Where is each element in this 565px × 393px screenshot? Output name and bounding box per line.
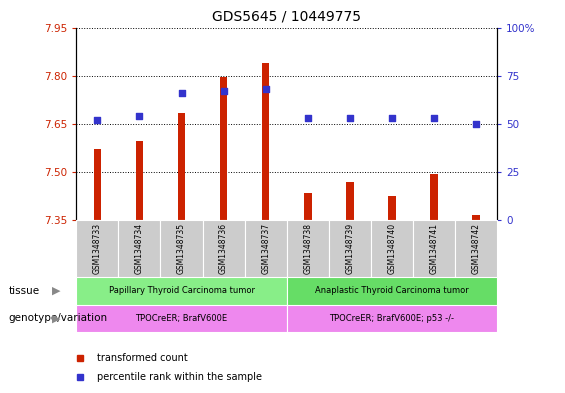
Text: Anaplastic Thyroid Carcinoma tumor: Anaplastic Thyroid Carcinoma tumor [315, 286, 469, 295]
Bar [371, 220, 413, 277]
Bar [346, 182, 354, 220]
Text: GSM1348733: GSM1348733 [93, 223, 102, 274]
Text: TPOCreER; BrafV600E: TPOCreER; BrafV600E [136, 314, 228, 323]
Point [429, 115, 438, 121]
Bar [94, 149, 101, 220]
Point [219, 88, 228, 94]
Text: ▶: ▶ [52, 286, 61, 296]
Bar [119, 220, 160, 277]
Text: GSM1348736: GSM1348736 [219, 223, 228, 274]
Text: ▶: ▶ [52, 313, 61, 323]
Bar [287, 277, 497, 305]
Bar [472, 215, 480, 220]
Bar [178, 112, 185, 220]
Text: GSM1348739: GSM1348739 [345, 223, 354, 274]
Bar [287, 305, 497, 332]
Text: GSM1348735: GSM1348735 [177, 223, 186, 274]
Title: GDS5645 / 10449775: GDS5645 / 10449775 [212, 9, 361, 24]
Bar [160, 220, 202, 277]
Bar [329, 220, 371, 277]
Bar [431, 174, 438, 220]
Text: GSM1348737: GSM1348737 [261, 223, 270, 274]
Text: GSM1348734: GSM1348734 [135, 223, 144, 274]
Bar [287, 220, 329, 277]
Point [261, 86, 270, 92]
Text: GSM1348741: GSM1348741 [429, 223, 438, 274]
Bar [136, 141, 143, 220]
Bar [202, 220, 245, 277]
Text: TPOCreER; BrafV600E; p53 -/-: TPOCreER; BrafV600E; p53 -/- [329, 314, 454, 323]
Point [345, 115, 354, 121]
Bar [455, 220, 497, 277]
Text: GSM1348738: GSM1348738 [303, 223, 312, 274]
Point [388, 115, 397, 121]
Point [135, 113, 144, 119]
Text: genotype/variation: genotype/variation [8, 313, 107, 323]
Bar [413, 220, 455, 277]
Text: GSM1348740: GSM1348740 [388, 223, 397, 274]
Bar [262, 63, 270, 220]
Bar [76, 220, 119, 277]
Point [177, 90, 186, 96]
Bar [245, 220, 287, 277]
Point [472, 121, 481, 127]
Text: transformed count: transformed count [97, 353, 188, 364]
Point [93, 117, 102, 123]
Text: percentile rank within the sample: percentile rank within the sample [97, 372, 262, 382]
Bar [76, 277, 287, 305]
Point [303, 115, 312, 121]
Text: GSM1348742: GSM1348742 [472, 223, 481, 274]
Bar [76, 305, 287, 332]
Bar [304, 193, 311, 220]
Bar [388, 196, 396, 220]
Bar [220, 77, 227, 220]
Text: Papillary Thyroid Carcinoma tumor: Papillary Thyroid Carcinoma tumor [108, 286, 254, 295]
Text: tissue: tissue [8, 286, 40, 296]
